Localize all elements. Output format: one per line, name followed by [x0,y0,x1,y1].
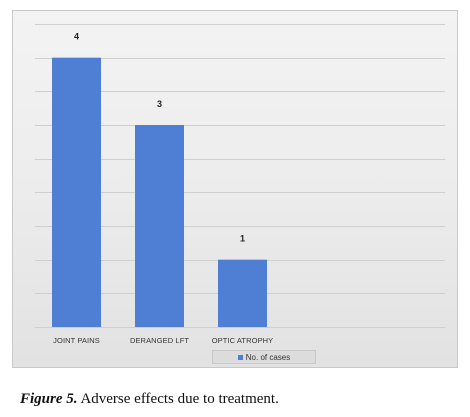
figure-caption: Figure 5. Adverse effects due to treatme… [20,391,279,408]
legend: No. of cases [212,350,316,364]
legend-label: No. of cases [245,352,291,362]
bar-chart: 4 JOINT PAINS 3 DERANGED LFT 1 OPTIC ATROPHY [35,24,445,345]
bar-optic-atrophy [218,259,267,327]
caption-text: Adverse effects due to treatment. [77,391,279,407]
category-label: DERANGED LFT [130,336,189,345]
data-label: 3 [157,99,162,109]
category-label: OPTIC ATROPHY [212,336,274,345]
category-label: JOINT PAINS [53,336,100,345]
bar-joint-pains [52,57,101,328]
data-label: 4 [74,32,79,42]
legend-swatch [237,354,243,360]
chart-area: 4 JOINT PAINS 3 DERANGED LFT 1 OPTIC ATROPHY … [12,10,458,368]
data-label: 1 [240,234,245,244]
bar-deranged-lft [135,125,184,327]
caption-label: Figure 5. [20,391,78,407]
